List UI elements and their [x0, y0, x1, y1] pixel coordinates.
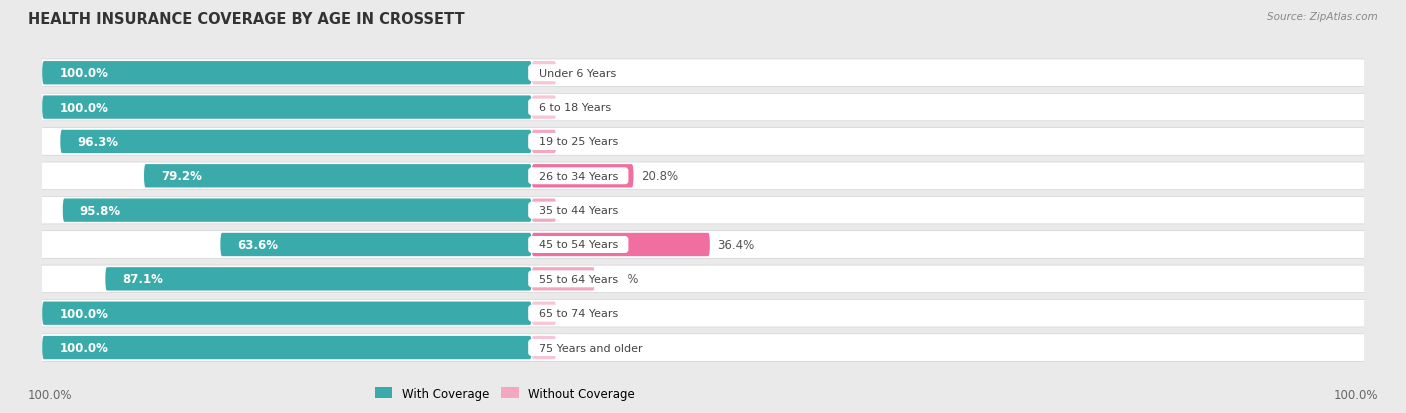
FancyBboxPatch shape: [531, 165, 634, 188]
Text: 100.0%: 100.0%: [59, 67, 108, 80]
FancyBboxPatch shape: [39, 300, 1367, 327]
FancyBboxPatch shape: [42, 96, 531, 119]
Text: Under 6 Years: Under 6 Years: [531, 69, 623, 78]
FancyBboxPatch shape: [39, 163, 1367, 190]
FancyBboxPatch shape: [221, 233, 531, 256]
Text: 95.8%: 95.8%: [80, 204, 121, 217]
Text: 100.0%: 100.0%: [28, 388, 73, 401]
Text: 0.0%: 0.0%: [564, 101, 593, 114]
Text: 26 to 34 Years: 26 to 34 Years: [531, 171, 624, 181]
Text: 45 to 54 Years: 45 to 54 Years: [531, 240, 624, 250]
FancyBboxPatch shape: [531, 131, 557, 154]
Text: 100.0%: 100.0%: [59, 307, 108, 320]
FancyBboxPatch shape: [42, 302, 531, 325]
Text: 65 to 74 Years: 65 to 74 Years: [531, 309, 624, 318]
FancyBboxPatch shape: [105, 268, 531, 291]
Text: 0.0%: 0.0%: [564, 67, 593, 80]
FancyBboxPatch shape: [531, 233, 710, 256]
Text: 96.3%: 96.3%: [77, 135, 118, 149]
FancyBboxPatch shape: [60, 131, 531, 154]
FancyBboxPatch shape: [39, 266, 1367, 293]
Text: 19 to 25 Years: 19 to 25 Years: [531, 137, 624, 147]
Text: 55 to 64 Years: 55 to 64 Years: [531, 274, 624, 284]
FancyBboxPatch shape: [143, 165, 531, 188]
FancyBboxPatch shape: [39, 60, 1367, 87]
Text: Source: ZipAtlas.com: Source: ZipAtlas.com: [1267, 12, 1378, 22]
FancyBboxPatch shape: [39, 197, 1367, 224]
Text: 100.0%: 100.0%: [1333, 388, 1378, 401]
FancyBboxPatch shape: [531, 199, 557, 222]
Text: 0.0%: 0.0%: [564, 341, 593, 354]
FancyBboxPatch shape: [531, 96, 557, 119]
FancyBboxPatch shape: [42, 336, 531, 359]
Text: 3.8%: 3.8%: [564, 135, 593, 149]
Text: 63.6%: 63.6%: [238, 238, 278, 252]
FancyBboxPatch shape: [39, 94, 1367, 121]
Text: 79.2%: 79.2%: [162, 170, 202, 183]
FancyBboxPatch shape: [63, 199, 531, 222]
FancyBboxPatch shape: [531, 62, 557, 85]
FancyBboxPatch shape: [39, 128, 1367, 156]
FancyBboxPatch shape: [42, 62, 531, 85]
FancyBboxPatch shape: [39, 231, 1367, 259]
Text: 36.4%: 36.4%: [717, 238, 755, 252]
Text: HEALTH INSURANCE COVERAGE BY AGE IN CROSSETT: HEALTH INSURANCE COVERAGE BY AGE IN CROS…: [28, 12, 465, 27]
FancyBboxPatch shape: [39, 334, 1367, 361]
Text: 6 to 18 Years: 6 to 18 Years: [531, 103, 617, 113]
Text: 12.9%: 12.9%: [602, 273, 640, 286]
Text: 35 to 44 Years: 35 to 44 Years: [531, 206, 624, 216]
Text: 100.0%: 100.0%: [59, 101, 108, 114]
Legend: With Coverage, Without Coverage: With Coverage, Without Coverage: [370, 382, 640, 404]
Text: 0.0%: 0.0%: [564, 307, 593, 320]
FancyBboxPatch shape: [531, 302, 557, 325]
Text: 100.0%: 100.0%: [59, 341, 108, 354]
FancyBboxPatch shape: [531, 336, 557, 359]
Text: 87.1%: 87.1%: [122, 273, 163, 286]
Text: 75 Years and older: 75 Years and older: [531, 343, 650, 353]
Text: 4.2%: 4.2%: [564, 204, 593, 217]
Text: 20.8%: 20.8%: [641, 170, 678, 183]
FancyBboxPatch shape: [531, 268, 595, 291]
